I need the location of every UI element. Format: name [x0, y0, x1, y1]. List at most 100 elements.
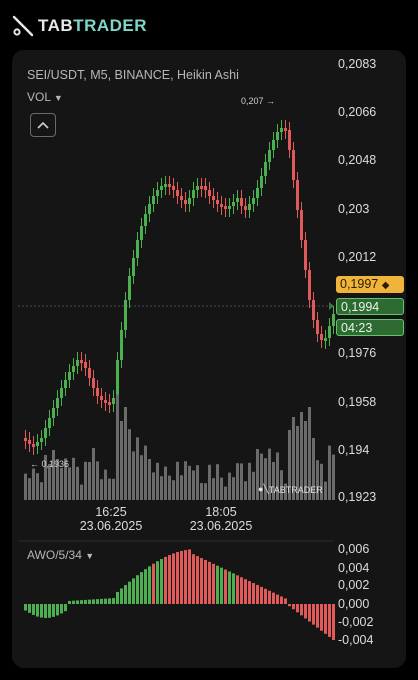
- candle: [224, 206, 227, 209]
- candle: [72, 366, 75, 372]
- oscillator-bar: [332, 604, 335, 640]
- candle: [164, 184, 167, 187]
- candle: [308, 270, 311, 300]
- volume-bar: [332, 454, 335, 500]
- candle: [36, 442, 39, 446]
- oscillator-bar: [268, 590, 271, 604]
- candle: [40, 438, 43, 442]
- price-tag-icon: ◆: [381, 280, 390, 291]
- oscillator-bar: [84, 599, 87, 604]
- oscillator-indicator-toggle[interactable]: AWO/5/34 ▼: [27, 548, 94, 562]
- oscillator-bar: [40, 604, 43, 618]
- candle: [60, 388, 63, 398]
- candle: [300, 210, 303, 240]
- price-axis-label: 0,1958: [338, 395, 377, 409]
- oscillator-bar: [308, 604, 311, 622]
- volume-bar: [216, 464, 219, 500]
- volume-bar: [248, 462, 251, 500]
- volume-bar: [172, 480, 175, 500]
- oscillator-axis-label: 0,000: [338, 597, 370, 611]
- oscillator-axis-label: 0,004: [338, 561, 370, 575]
- price-axis-label: 0,1923: [338, 490, 377, 504]
- price-pointer: [329, 302, 334, 310]
- oscillator-bar: [252, 583, 255, 604]
- candle: [328, 326, 331, 338]
- volume-bar: [124, 407, 127, 500]
- oscillator-bar: [48, 604, 51, 618]
- oscillator-bar: [80, 600, 83, 604]
- candle: [104, 400, 107, 403]
- candle: [208, 190, 211, 196]
- candle: [76, 360, 79, 366]
- candle: [284, 128, 287, 131]
- candle: [236, 198, 239, 202]
- oscillator-bar: [304, 604, 307, 619]
- time-axis-label: 16:25 23.06.2025: [79, 505, 143, 533]
- collapse-indicators-button[interactable]: [30, 113, 56, 137]
- volume-bar: [200, 483, 203, 500]
- price-axis-label: 0,2048: [338, 153, 377, 167]
- oscillator-bar: [200, 558, 203, 604]
- oscillator-axis-label: 0,006: [338, 542, 370, 556]
- volume-bar: [220, 477, 223, 500]
- candle-countdown-tag: 04:23: [336, 319, 404, 336]
- volume-bar: [80, 484, 83, 500]
- oscillator-bar: [320, 604, 323, 631]
- volume-bar: [48, 464, 51, 500]
- oscillator-bar: [60, 604, 63, 614]
- oscillator-bar: [152, 563, 155, 604]
- oscillator-bar: [256, 584, 259, 604]
- volume-bar: [128, 429, 131, 500]
- volume-indicator-toggle[interactable]: VOL ▼: [27, 90, 63, 104]
- candle: [220, 204, 223, 207]
- volume-bar: [264, 458, 267, 500]
- last-price-value: 0,1997: [340, 277, 379, 291]
- oscillator-bar: [224, 569, 227, 604]
- candle: [312, 300, 315, 320]
- candle: [128, 276, 131, 300]
- volume-bar: [204, 483, 207, 500]
- volume-bar: [260, 453, 263, 500]
- volume-bar: [208, 464, 211, 500]
- oscillator-bar: [276, 594, 279, 604]
- oscillator-bar: [228, 571, 231, 604]
- volume-bar: [308, 407, 311, 500]
- candle: [332, 314, 335, 326]
- oscillator-bar: [236, 575, 239, 604]
- volume-bar: [196, 465, 199, 500]
- candle: [132, 258, 135, 276]
- candle: [184, 200, 187, 204]
- volume-bar: [120, 421, 123, 500]
- candle: [156, 190, 159, 196]
- candle: [200, 186, 203, 189]
- oscillator-axis-label: -0,004: [338, 633, 374, 647]
- volume-bar: [296, 426, 299, 500]
- candle: [84, 362, 87, 368]
- oscillator-bar: [104, 598, 107, 604]
- candle: [324, 338, 327, 341]
- oscillator-bar: [112, 598, 115, 604]
- oscillator-bar: [264, 588, 267, 604]
- volume-bar: [140, 455, 143, 500]
- volume-bar: [236, 463, 239, 500]
- oscillator-bar: [96, 599, 99, 604]
- candle: [264, 162, 267, 176]
- arrow-left-icon: ←: [30, 459, 39, 469]
- current-price-tag: 0,1994: [336, 298, 404, 315]
- candle: [56, 398, 59, 408]
- oscillator-bar: [284, 598, 287, 604]
- candle: [276, 132, 279, 140]
- volume-bar: [84, 461, 87, 500]
- oscillator-bar: [208, 561, 211, 604]
- volume-bar: [116, 394, 119, 500]
- volume-bar: [152, 472, 155, 500]
- oscillator-bar: [64, 604, 67, 612]
- volume-bar: [212, 478, 215, 500]
- volume-bar: [104, 469, 107, 500]
- volume-bar: [280, 470, 283, 500]
- volume-bar: [32, 468, 35, 500]
- oscillator-bar: [128, 581, 131, 604]
- caret-down-icon: ▼: [85, 551, 95, 561]
- oscillator-bar: [196, 556, 199, 604]
